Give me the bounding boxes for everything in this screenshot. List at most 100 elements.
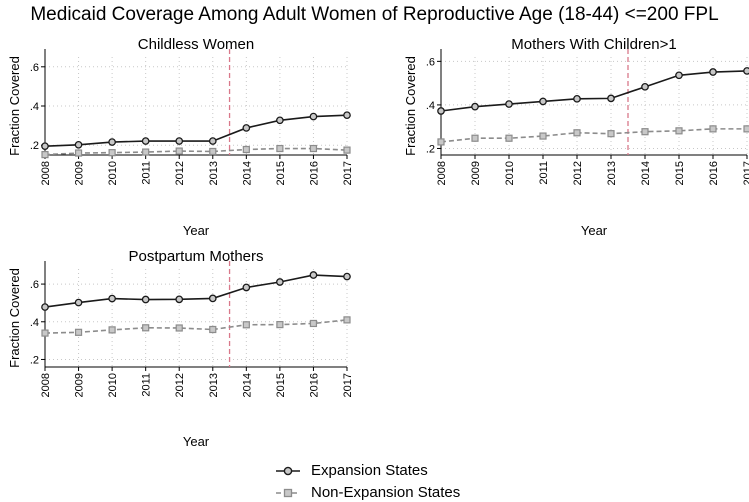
expansion-data-point — [276, 278, 284, 286]
x-tick-label: 2013 — [606, 161, 618, 185]
x-tick-label: 2012 — [174, 161, 186, 185]
expansion-series-line — [44, 114, 348, 147]
y-tick-label: .2 — [30, 140, 39, 152]
x-tick-label: 2008 — [40, 161, 52, 185]
x-tick-label: 2008 — [436, 161, 448, 185]
x-tick-label: 2010 — [107, 373, 119, 397]
x-tick-label: 2015 — [674, 161, 686, 185]
expansion-data-point — [41, 142, 49, 151]
x-tick-label: 2008 — [40, 373, 52, 397]
non-expansion-series-line — [44, 147, 348, 156]
non-expansion-data-point — [242, 145, 250, 154]
y-tick-label: .4 — [30, 101, 39, 113]
y-axis-title: Fraction Covered — [403, 56, 418, 156]
x-tick-label: 2010 — [504, 161, 516, 185]
y-tick-label: .4 — [426, 100, 435, 112]
legend-expansion-marker-swatch — [283, 466, 293, 476]
x-tick-label: 2016 — [708, 161, 720, 185]
expansion-data-point — [539, 97, 547, 106]
expansion-data-point — [309, 112, 318, 121]
non-expansion-data-point — [142, 324, 150, 332]
non-expansion-data-point — [573, 129, 581, 137]
expansion-data-point — [573, 94, 581, 103]
y-tick-label: .2 — [426, 143, 435, 155]
panel-mothers-with-children: .2 .4 .6 2008 2009 2010 2011 2012 2013 2014 2015 20… — [403, 49, 749, 238]
x-tick-label: 2012 — [174, 373, 186, 397]
x-tick-label: 2017 — [342, 373, 354, 397]
expansion-data-point — [471, 102, 479, 111]
expansion-data-point — [343, 272, 351, 281]
non-expansion-data-point — [209, 147, 217, 156]
y-tick-label: .6 — [30, 279, 39, 291]
x-tick-label: 2015 — [275, 373, 287, 397]
x-tick-label: 2015 — [275, 161, 287, 185]
legend — [276, 466, 300, 498]
non-expansion-data-point — [309, 319, 318, 328]
non-expansion-data-point — [142, 148, 150, 156]
expansion-data-point — [74, 140, 83, 149]
x-tick-label: 2014 — [241, 373, 253, 397]
expansion-data-point — [709, 68, 717, 76]
expansion-data-point — [41, 303, 49, 311]
expansion-data-point — [641, 82, 649, 91]
non-expansion-data-point — [343, 146, 351, 154]
non-expansion-data-point — [709, 125, 717, 133]
expansion-data-point — [675, 71, 683, 80]
non-expansion-data-point — [309, 144, 318, 153]
x-tick-label: 2012 — [572, 161, 584, 185]
non-expansion-data-point — [175, 324, 183, 332]
non-expansion-data-point — [41, 151, 49, 159]
panel-title-postpartum-mothers: Postpartum Mothers — [128, 248, 264, 265]
non-expansion-data-point — [343, 316, 351, 324]
expansion-data-point — [505, 100, 513, 108]
expansion-data-point — [242, 124, 251, 132]
x-tick-label: 2011 — [141, 161, 153, 185]
expansion-data-point — [175, 137, 184, 145]
y-tick-label: .2 — [30, 354, 39, 366]
x-tick-label: 2014 — [640, 161, 652, 185]
expansion-series-line — [440, 70, 748, 112]
y-tick-label: .4 — [30, 317, 39, 329]
legend-expansion-label: Expansion States — [311, 462, 428, 479]
x-tick-label: 2010 — [107, 161, 119, 185]
y-axis-title: Fraction Covered — [7, 268, 22, 368]
non-expansion-data-point — [108, 326, 116, 334]
expansion-data-point — [108, 138, 116, 146]
non-expansion-data-point — [74, 149, 83, 157]
legend-non-expansion-marker-swatch — [283, 488, 293, 498]
x-tick-label: 2016 — [308, 373, 320, 397]
panel-title-mothers-with-children: Mothers With Children>1 — [511, 36, 677, 53]
non-expansion-data-point — [209, 325, 217, 334]
non-expansion-data-point — [607, 130, 615, 138]
expansion-series-line — [44, 274, 348, 308]
non-expansion-data-point — [675, 127, 683, 135]
x-tick-label: 2017 — [342, 161, 354, 185]
non-expansion-data-point — [74, 328, 83, 336]
x-tick-label: 2011 — [141, 373, 153, 397]
panel-postpartum-mothers: .2 .4 .6 2008 2009 2010 2011 2012 2013 2014 2015 20… — [7, 261, 354, 449]
x-axis-title: Year — [183, 223, 210, 238]
x-tick-label: 2009 — [74, 161, 86, 185]
x-tick-label: 2009 — [470, 161, 482, 185]
non-expansion-data-point — [505, 134, 513, 142]
x-axis-title: Year — [581, 223, 608, 238]
x-tick-label: 2017 — [742, 161, 749, 185]
expansion-data-point — [74, 298, 83, 307]
non-expansion-data-point — [276, 320, 284, 329]
x-tick-label: 2013 — [208, 373, 220, 397]
expansion-data-point — [208, 137, 217, 145]
x-axis-title: Year — [183, 434, 210, 449]
non-expansion-data-point — [539, 132, 547, 140]
non-expansion-data-point — [276, 144, 284, 153]
non-expansion-series-line — [440, 128, 747, 143]
expansion-data-point — [141, 295, 150, 304]
non-expansion-data-point — [242, 321, 250, 329]
expansion-data-point — [309, 271, 318, 279]
expansion-data-point — [141, 137, 150, 145]
non-expansion-data-point — [175, 147, 183, 155]
non-expansion-data-point — [41, 329, 49, 337]
non-expansion-data-point — [641, 128, 649, 136]
x-tick-label: 2016 — [308, 161, 320, 185]
expansion-data-point — [242, 283, 251, 292]
